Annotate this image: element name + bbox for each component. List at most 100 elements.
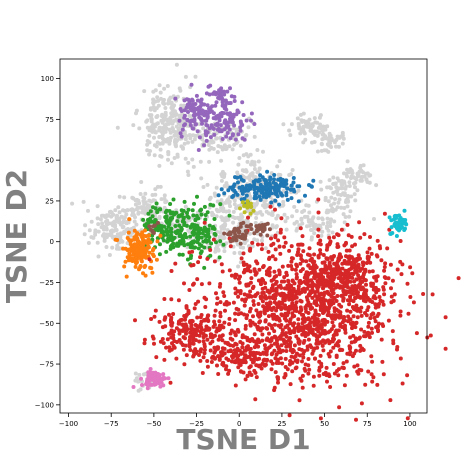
data-point <box>240 186 244 191</box>
data-point <box>209 360 214 364</box>
y-axis-title: TSNE D2 <box>0 169 33 303</box>
data-point <box>232 228 237 233</box>
data-point <box>164 345 169 350</box>
data-point <box>192 106 197 111</box>
data-point <box>268 204 273 209</box>
data-point <box>330 230 335 235</box>
data-point <box>208 248 213 252</box>
data-point <box>249 111 254 116</box>
data-point <box>292 189 297 194</box>
data-point <box>138 264 143 268</box>
data-point <box>317 368 322 373</box>
data-point <box>200 121 204 126</box>
data-point <box>222 89 226 94</box>
data-point <box>113 208 118 213</box>
data-point <box>204 297 209 302</box>
data-point <box>158 207 163 212</box>
data-point <box>221 242 226 247</box>
data-point <box>395 226 400 231</box>
data-point <box>329 314 333 319</box>
data-point <box>153 206 158 211</box>
data-point <box>150 214 155 219</box>
data-point <box>242 292 247 297</box>
data-point <box>365 250 370 255</box>
data-point <box>198 315 203 320</box>
data-point <box>192 137 197 142</box>
data-point <box>295 116 300 121</box>
data-point <box>302 338 307 343</box>
data-point <box>330 206 335 211</box>
data-point <box>204 229 209 234</box>
data-point <box>282 235 287 240</box>
data-point <box>238 241 243 246</box>
data-point <box>363 269 367 274</box>
data-point <box>368 316 373 321</box>
data-point <box>168 380 173 385</box>
data-point <box>367 173 372 178</box>
data-point <box>292 330 297 335</box>
data-point <box>274 182 278 186</box>
data-point <box>182 115 187 120</box>
data-point <box>149 317 154 321</box>
data-point <box>411 300 416 305</box>
data-point <box>202 347 207 352</box>
data-point <box>284 227 289 232</box>
data-point <box>248 197 253 202</box>
data-point <box>318 353 323 358</box>
data-point <box>340 141 345 146</box>
data-point <box>233 333 238 338</box>
data-point <box>297 242 302 247</box>
data-point <box>89 219 94 224</box>
data-point <box>333 207 338 212</box>
data-point <box>157 135 162 139</box>
data-point <box>152 153 157 158</box>
data-point <box>315 133 320 138</box>
data-point <box>207 92 212 97</box>
data-point <box>257 194 262 199</box>
data-point <box>341 361 346 366</box>
data-point <box>297 279 302 284</box>
data-point <box>266 182 271 187</box>
data-point <box>456 276 461 281</box>
data-point <box>190 157 195 162</box>
data-point <box>179 103 184 108</box>
data-point <box>323 127 328 132</box>
data-point <box>173 230 178 235</box>
data-point <box>240 335 245 340</box>
data-point <box>198 159 203 164</box>
data-point <box>191 213 196 218</box>
data-point <box>161 238 166 243</box>
data-point <box>246 125 251 130</box>
data-point <box>319 141 324 146</box>
data-point <box>157 252 162 257</box>
data-point <box>217 96 222 101</box>
data-point <box>312 140 317 144</box>
data-point <box>183 74 188 79</box>
data-point <box>356 273 361 278</box>
data-point <box>181 215 186 220</box>
data-point <box>251 284 256 289</box>
data-point <box>213 116 218 121</box>
data-point <box>331 181 336 186</box>
data-point <box>316 234 321 239</box>
data-point <box>290 168 295 172</box>
data-point <box>202 351 207 356</box>
data-point <box>323 283 328 288</box>
data-point <box>237 229 242 234</box>
data-point <box>289 264 294 268</box>
data-point <box>311 178 316 183</box>
data-point <box>233 286 238 291</box>
data-point <box>317 293 321 298</box>
data-point <box>186 140 190 145</box>
data-point <box>285 197 290 202</box>
data-point <box>222 302 227 307</box>
data-point <box>307 210 312 215</box>
data-point <box>341 136 346 141</box>
data-point <box>272 269 277 274</box>
data-point <box>225 131 230 135</box>
data-point <box>392 214 397 219</box>
data-point <box>311 282 316 287</box>
data-point <box>98 217 103 222</box>
data-point <box>255 170 260 175</box>
